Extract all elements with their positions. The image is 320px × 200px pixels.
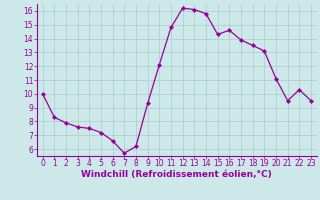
X-axis label: Windchill (Refroidissement éolien,°C): Windchill (Refroidissement éolien,°C) — [81, 170, 272, 179]
